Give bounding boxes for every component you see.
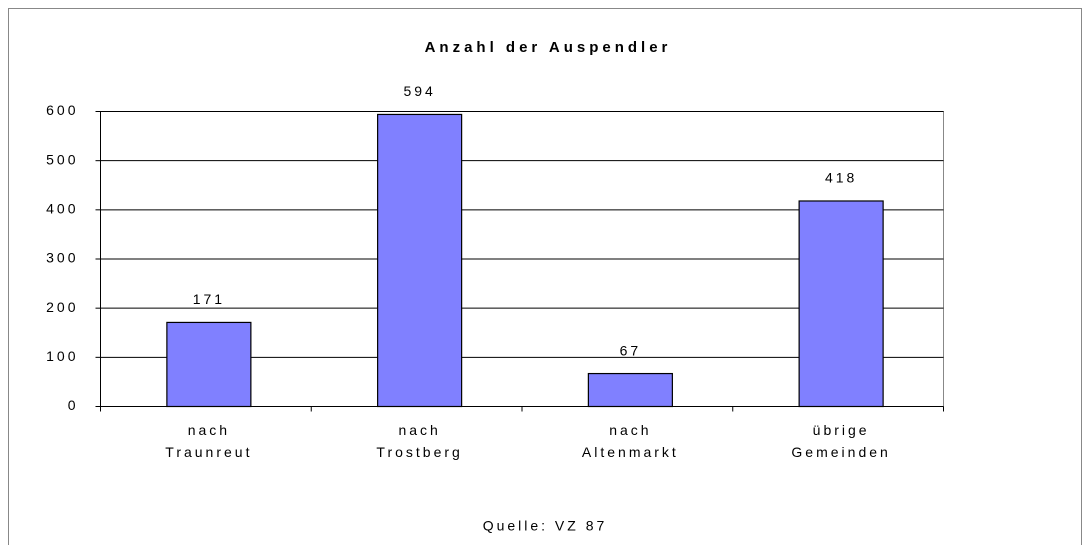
data-label: 171 — [193, 291, 225, 307]
y-tick-label: 600 — [46, 102, 78, 118]
chart-title: Anzahl der Auspendler — [425, 39, 672, 56]
y-tick-label: 200 — [46, 299, 78, 315]
y-tick-label: 400 — [46, 201, 78, 217]
data-label: 67 — [620, 342, 642, 358]
source-note: Quelle: VZ 87 — [483, 518, 608, 534]
x-tick-label: übrige — [813, 422, 870, 438]
y-tick-label: 0 — [68, 397, 79, 413]
x-tick-label: Altenmarkt — [582, 444, 679, 460]
frame — [8, 8, 1082, 545]
data-label: 594 — [403, 83, 435, 99]
x-tick-label: Trostberg — [376, 444, 462, 460]
x-tick-label: nach — [188, 422, 230, 438]
bar — [377, 113, 463, 408]
x-tick-label: nach — [609, 422, 651, 438]
y-tick-label: 100 — [46, 348, 78, 364]
bar — [587, 372, 673, 408]
y-tick-label: 500 — [46, 151, 78, 167]
bar — [166, 321, 252, 408]
x-tick-label: Traunreut — [165, 444, 252, 460]
x-tick-label: Gemeinden — [791, 444, 890, 460]
x-tick-label: nach — [398, 422, 440, 438]
bar — [798, 200, 884, 408]
y-tick-label: 300 — [46, 250, 78, 266]
data-label: 418 — [825, 170, 857, 186]
